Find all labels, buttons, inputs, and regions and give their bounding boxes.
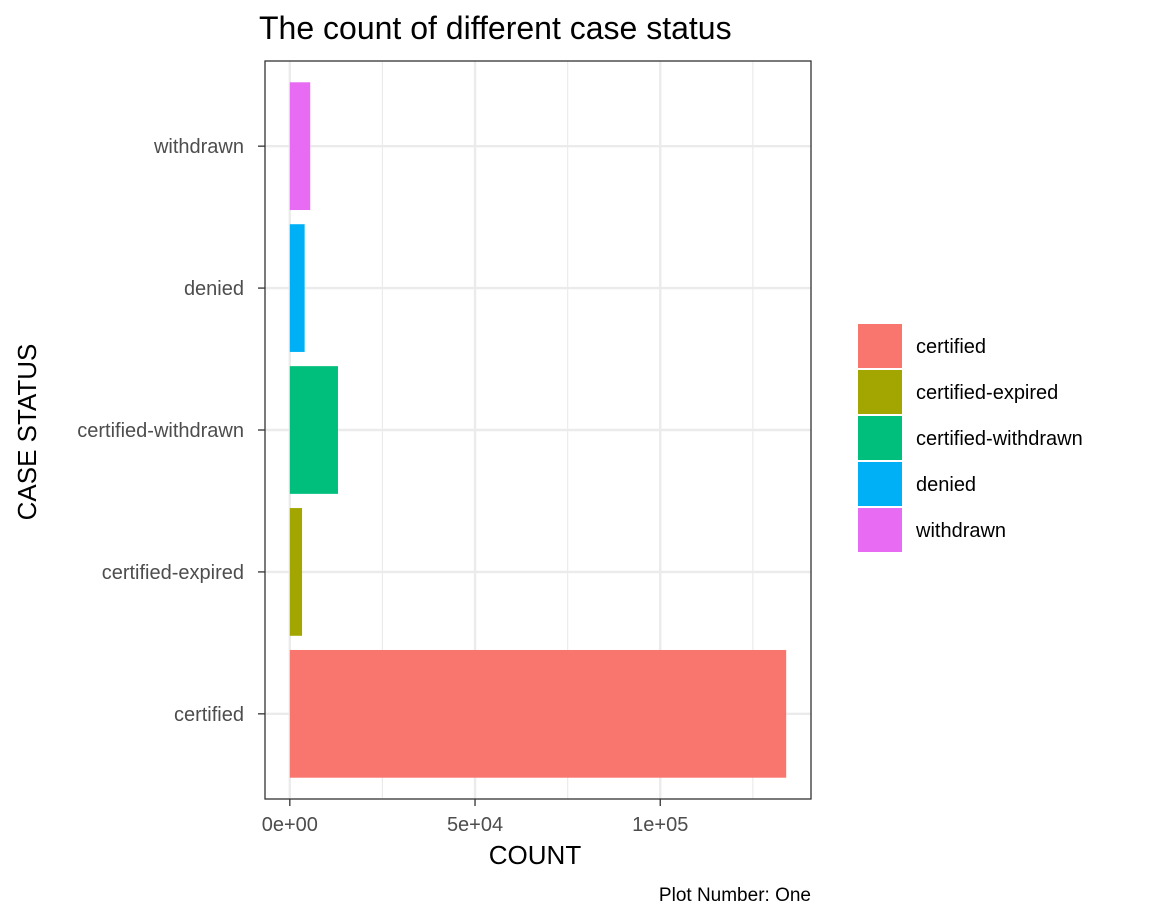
- y-tick-label: denied: [184, 278, 244, 300]
- legend-label: certified-expired: [916, 382, 1058, 404]
- y-tick-label: certified-withdrawn: [77, 420, 244, 442]
- bars: [289, 82, 787, 778]
- y-tick-label: certified-expired: [102, 562, 244, 584]
- y-axis: certified certified-expired certified-with…: [77, 136, 265, 726]
- x-axis: 0e+00 5e+04 1e+05: [262, 799, 688, 836]
- bar-withdrawn: [289, 82, 311, 211]
- chart-caption: Plot Number: One: [659, 885, 811, 906]
- legend-label: certified: [916, 336, 986, 358]
- legend-label: certified-withdrawn: [916, 428, 1083, 450]
- legend-swatch-certified-withdrawn: [858, 416, 902, 460]
- x-tick-label: 5e+04: [447, 814, 503, 836]
- x-tick-label: 0e+00: [262, 814, 318, 836]
- bar-certified: [289, 649, 787, 778]
- legend-swatch-denied: [858, 462, 902, 506]
- bar-certified-expired: [289, 508, 303, 636]
- legend-swatch-certified-expired: [858, 370, 902, 414]
- legend: certified certified-expired certified-with…: [858, 324, 1083, 552]
- y-tick-label: withdrawn: [153, 136, 244, 158]
- x-axis-title: COUNT: [489, 840, 582, 870]
- bar-certified-withdrawn: [289, 366, 338, 494]
- legend-swatch-certified: [858, 324, 902, 368]
- y-tick-label: certified: [174, 704, 244, 726]
- x-tick-label: 1e+05: [632, 814, 688, 836]
- y-axis-title: CASE STATUS: [12, 344, 42, 521]
- bar-denied: [289, 224, 305, 352]
- legend-label: denied: [916, 474, 976, 496]
- legend-label: withdrawn: [915, 520, 1006, 542]
- legend-swatch-withdrawn: [858, 508, 902, 552]
- chart-title: The count of different case status: [259, 10, 732, 46]
